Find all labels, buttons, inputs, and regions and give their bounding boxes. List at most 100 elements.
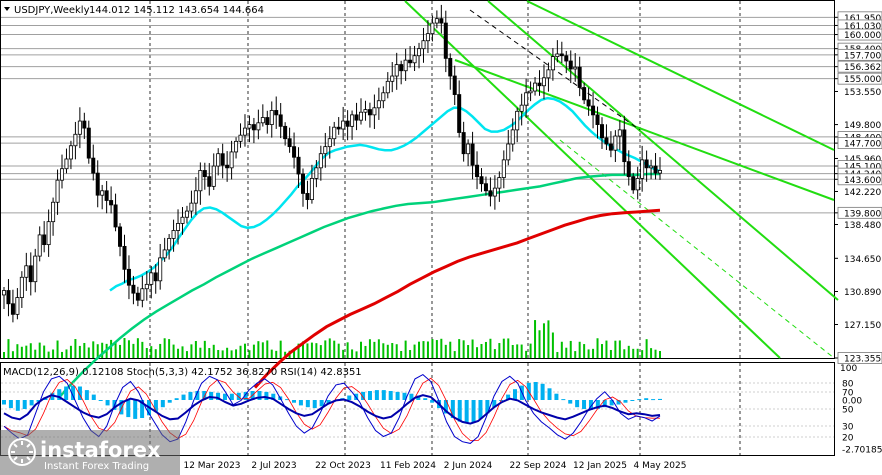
candle-up xyxy=(256,122,261,131)
symbol-header: USDJPY,Weekly 144.012 145.112 143.654 14… xyxy=(4,5,264,16)
candle-up xyxy=(501,159,506,178)
stoch-signal-line xyxy=(3,377,660,441)
volume-bar xyxy=(217,350,220,358)
volume-bar xyxy=(511,344,514,358)
volume-bar xyxy=(440,338,443,358)
candle-down xyxy=(345,120,350,127)
volume-bar xyxy=(377,339,380,358)
candle-up xyxy=(381,92,386,102)
macd-histogram-bar xyxy=(174,398,179,400)
price-label-box xyxy=(837,60,882,73)
candle-up xyxy=(492,187,497,197)
volume-bar xyxy=(525,350,528,358)
volume-bar xyxy=(391,343,394,358)
candle-up xyxy=(68,145,73,160)
candle-down xyxy=(653,165,658,174)
candle-up xyxy=(519,104,524,112)
volume-bar xyxy=(556,351,559,358)
volume-bar xyxy=(203,340,206,358)
candles xyxy=(2,4,663,323)
candle-up xyxy=(247,124,252,129)
rsi-line xyxy=(3,394,661,425)
instaforex-logo-icon xyxy=(8,438,36,466)
candle-up xyxy=(412,55,417,64)
candle-down xyxy=(595,114,600,125)
candle-down xyxy=(135,292,140,301)
price-label: 149.800 xyxy=(844,121,881,131)
volume-bar xyxy=(502,338,505,358)
candle-up xyxy=(2,290,7,296)
ma-slow-line xyxy=(253,208,661,389)
volume-bar xyxy=(96,344,99,358)
volume-bar xyxy=(476,347,479,358)
volume-bar xyxy=(248,350,251,358)
volume-bar xyxy=(235,349,238,358)
candle-down xyxy=(443,22,448,59)
volume-bar xyxy=(458,339,461,358)
volume-bar xyxy=(431,339,434,358)
candle-down xyxy=(448,57,453,77)
indicator-axis-label: 80 xyxy=(842,380,854,390)
macd-histogram-bar xyxy=(119,400,124,415)
volume-bar xyxy=(47,351,50,358)
price-label: 134.650 xyxy=(844,255,881,265)
candle-up xyxy=(260,117,265,124)
price-label: 156.362 xyxy=(844,63,881,73)
volume-bar xyxy=(29,343,32,358)
candle-up xyxy=(550,56,555,71)
candle-up xyxy=(466,143,471,155)
volume-bar xyxy=(351,349,354,358)
candle-down xyxy=(631,176,636,191)
indicator-axis-label: 30 xyxy=(842,423,854,433)
volume-bar xyxy=(395,344,398,358)
volume-bar xyxy=(25,345,28,358)
price-label-box xyxy=(837,48,882,61)
volume-bar xyxy=(56,340,59,358)
price-label: 161.950 xyxy=(844,14,881,24)
volume-bar xyxy=(422,341,425,358)
candle-down xyxy=(287,138,292,148)
volume-bar xyxy=(275,350,278,358)
ma-fast-line xyxy=(109,96,661,292)
volume-bar xyxy=(119,344,122,358)
candle-up xyxy=(269,110,274,125)
volume-bar xyxy=(257,341,260,358)
indicator-axis-label: 50 xyxy=(842,406,854,416)
volume-bar xyxy=(641,350,644,358)
macd-histogram-bar xyxy=(409,393,414,400)
macd-histogram-bar xyxy=(644,398,649,400)
macd-histogram-bar xyxy=(367,391,372,400)
dropdown-triangle-icon[interactable] xyxy=(4,7,10,11)
volume-bar xyxy=(297,343,300,358)
volume-bar xyxy=(159,343,162,358)
macd-histogram-bar xyxy=(374,390,379,400)
candle-up xyxy=(635,178,640,191)
volume-bar xyxy=(221,350,224,358)
volume-bar xyxy=(34,349,37,358)
trend-channels xyxy=(404,0,839,359)
macd-histogram-bar xyxy=(271,393,276,400)
volume-bar xyxy=(310,342,313,358)
price-label: 138.480 xyxy=(844,221,881,231)
candle-up xyxy=(613,135,618,151)
candle-down xyxy=(461,132,466,155)
candle-up xyxy=(430,22,435,35)
channel-line xyxy=(454,59,835,201)
macd-histogram-bar xyxy=(229,393,234,400)
candle-up xyxy=(497,177,502,189)
candle-down xyxy=(591,105,596,116)
volume-bar xyxy=(163,338,166,358)
macd-histogram-bar xyxy=(540,383,545,400)
candle-up xyxy=(533,82,538,92)
macd-histogram-bar xyxy=(243,391,248,400)
volume-bar xyxy=(306,343,309,358)
candle-up xyxy=(555,53,560,58)
price-label-box xyxy=(837,352,882,364)
volume-bar xyxy=(600,344,603,358)
volume-bar xyxy=(659,351,661,358)
volume-bar xyxy=(333,340,336,358)
macd-histogram-bar xyxy=(98,400,103,401)
macd-histogram-bar xyxy=(29,400,34,406)
volume-bar xyxy=(266,340,269,358)
time-label: 12 Mar 2023 xyxy=(183,461,240,471)
